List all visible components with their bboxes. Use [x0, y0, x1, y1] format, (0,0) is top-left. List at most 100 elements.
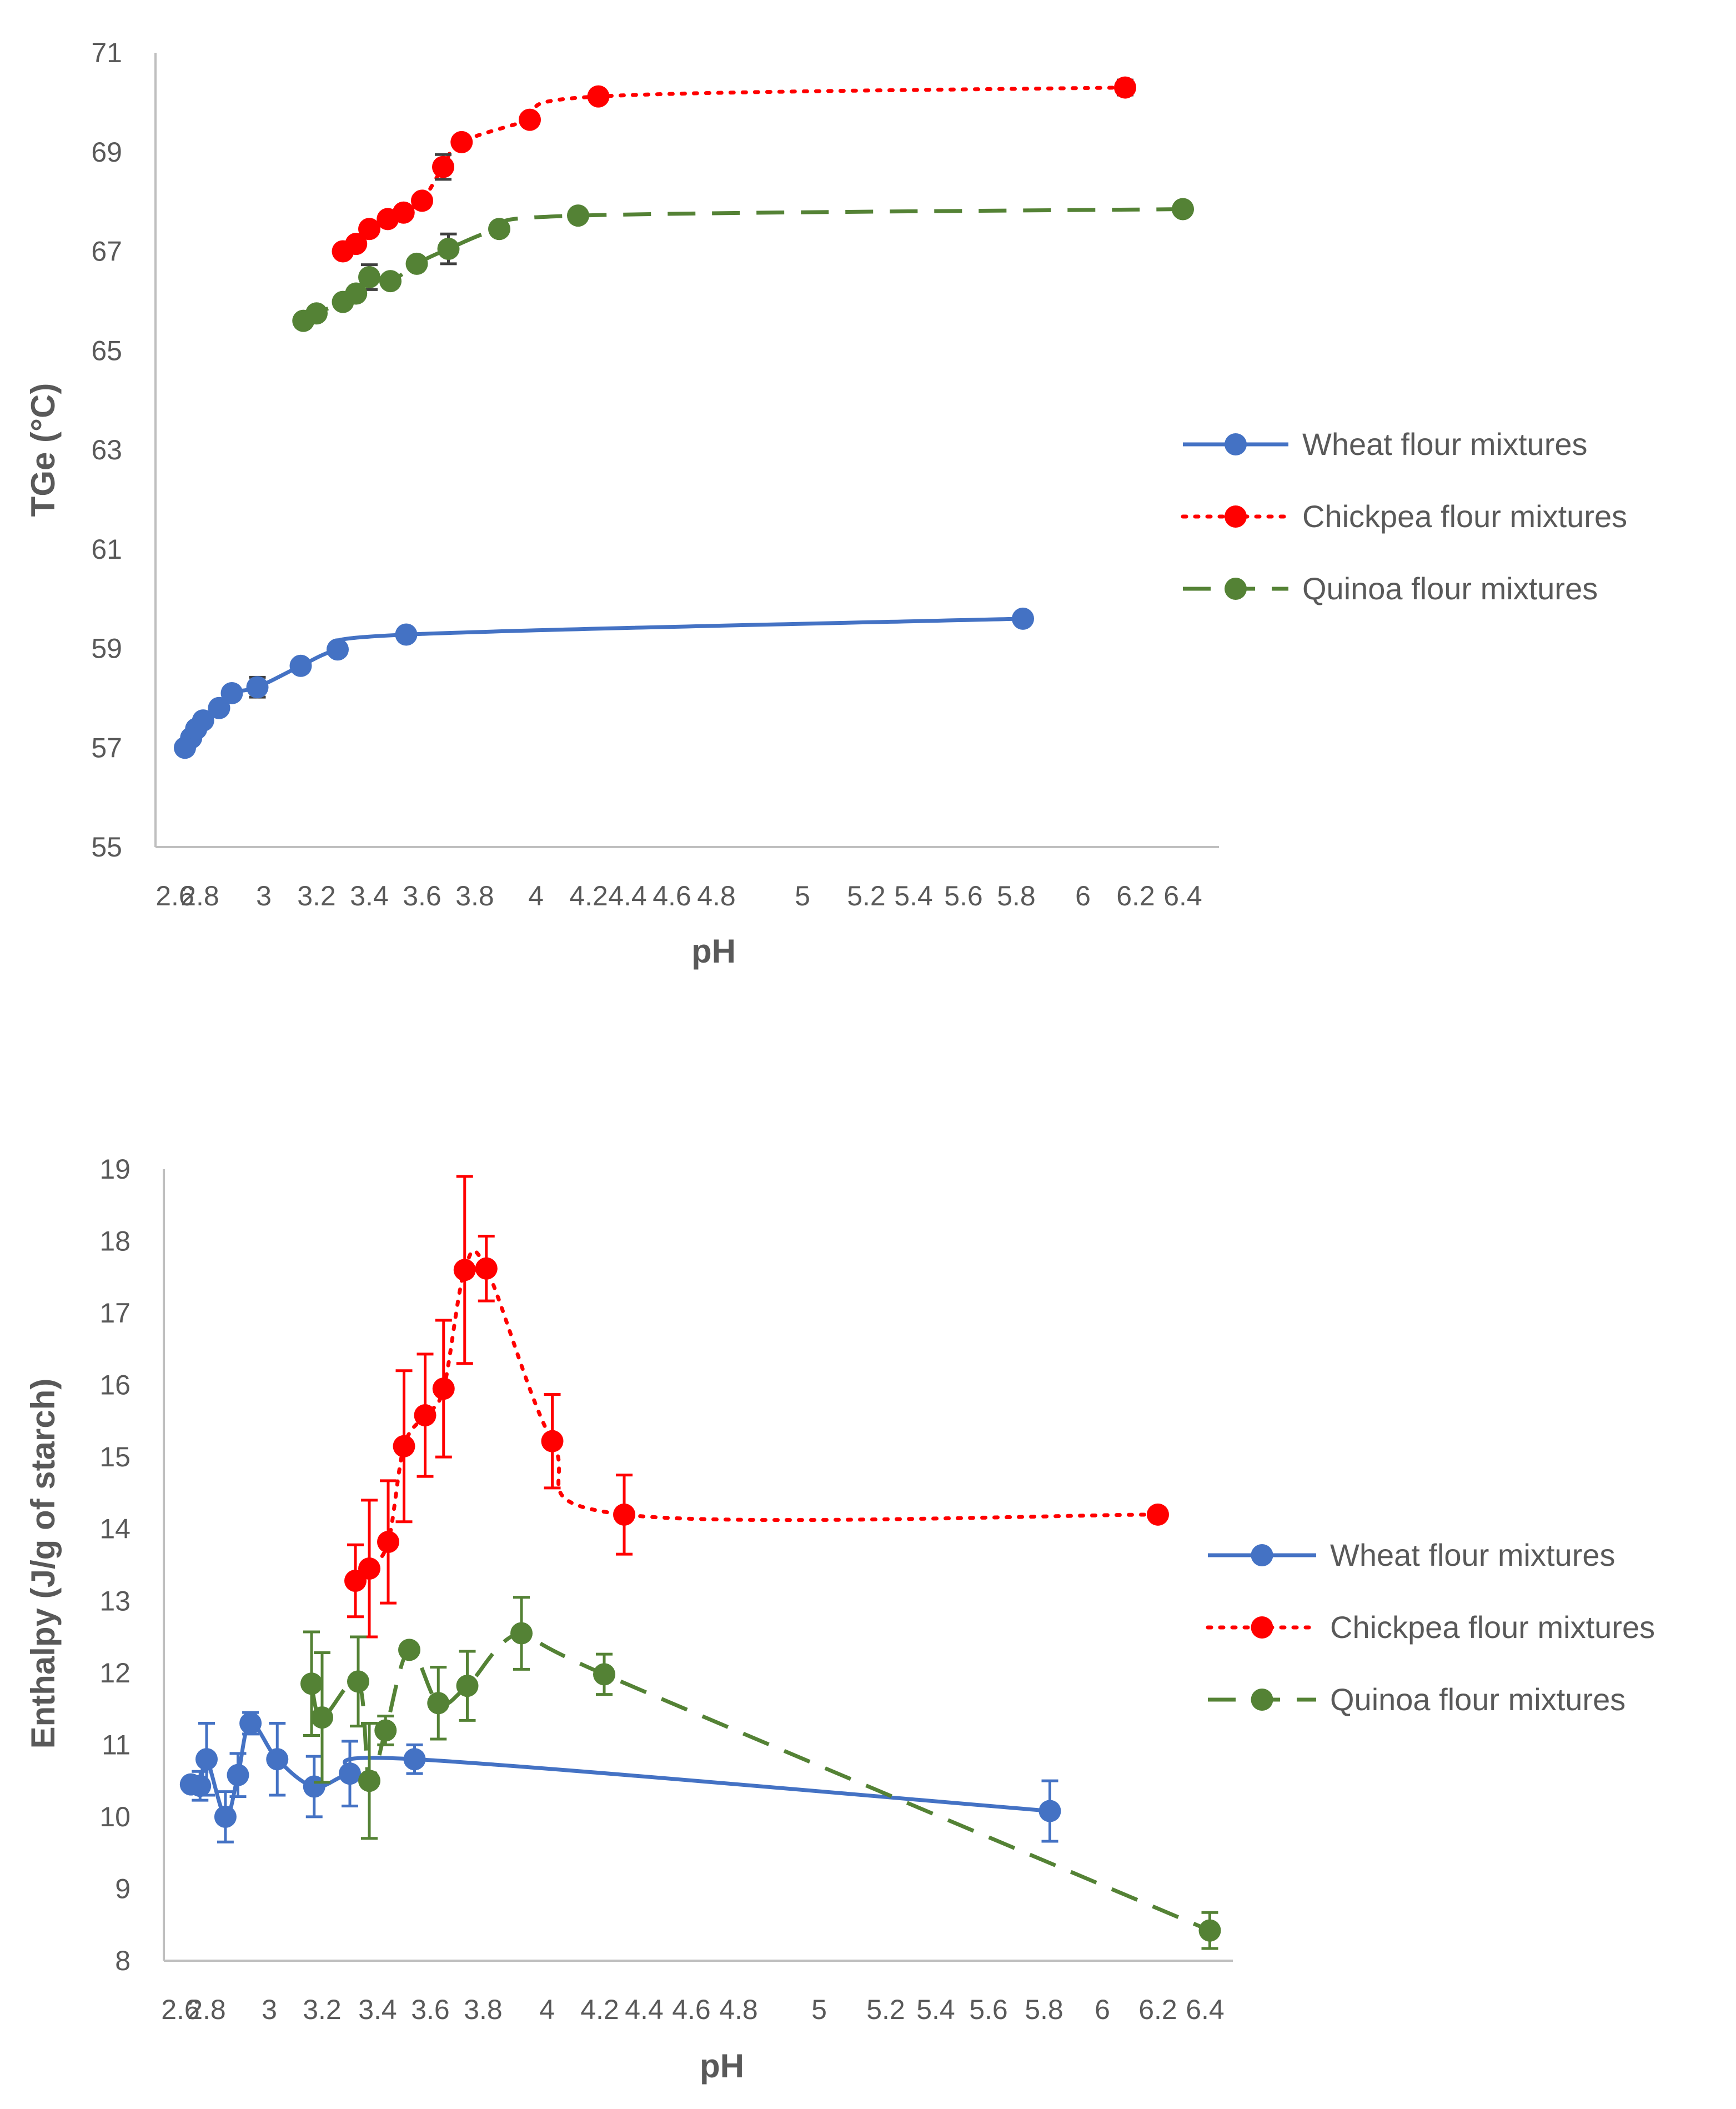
- x-tick-label: 5: [811, 1994, 827, 2025]
- wheat-flour-mixtures-point: [214, 1805, 237, 1828]
- wheat-flour-mixtures-point: [220, 682, 243, 704]
- chickpea-flour-mixtures-point: [541, 1430, 564, 1452]
- x-tick-label: 3.2: [297, 880, 336, 911]
- x-tick-label: 6: [1075, 880, 1091, 911]
- quinoa-flour-mixtures-line: [309, 1630, 1211, 1932]
- x-tick-label: 6.4: [1186, 1994, 1225, 2025]
- x-tick-label: 3.6: [403, 880, 441, 911]
- x-tick-label: 5.2: [866, 1994, 905, 2025]
- wheat-flour-mixtures-legend-label: Wheat flour mixtures: [1302, 427, 1588, 462]
- quinoa-flour-mixtures-legend-label: Quinoa flour mixtures: [1302, 571, 1598, 606]
- y-tick-label: 16: [99, 1370, 131, 1401]
- chickpea-flour-mixtures-point: [519, 108, 541, 131]
- x-tick-label: 5: [795, 880, 810, 911]
- wheat-flour-mixtures-point: [327, 638, 349, 661]
- chickpea-flour-mixtures-line: [341, 86, 1127, 253]
- chickpea-flour-mixtures-point: [587, 85, 610, 108]
- quinoa-flour-mixtures-point: [358, 265, 380, 288]
- legend: Wheat flour mixtures Chickpea flour mixtu…: [1206, 1537, 1655, 1717]
- quinoa-flour-mixtures-point: [1172, 198, 1194, 221]
- quinoa-flour-mixtures-legend-label: Quinoa flour mixtures: [1330, 1682, 1625, 1717]
- x-tick-label: 3.8: [455, 880, 494, 911]
- chickpea-flour-mixtures-point: [613, 1503, 635, 1526]
- x-tick-label: 6.2: [1138, 1994, 1177, 2025]
- chickpea-flour-mixtures-point: [358, 218, 380, 241]
- quinoa-flour-mixtures-point: [488, 218, 510, 241]
- legend: Wheat flour mixtures Chickpea flour mixtu…: [1181, 427, 1627, 606]
- quinoa-flour-mixtures-point: [1198, 1919, 1221, 1942]
- y-tick-label: 71: [91, 37, 122, 68]
- y-tick-label: 17: [99, 1298, 131, 1329]
- wheat-flour-mixtures-line: [183, 617, 1023, 749]
- wheat-flour-mixtures-point: [403, 1748, 426, 1771]
- wheat-flour-mixtures-point: [266, 1748, 289, 1771]
- quinoa-flour-mixtures-line: [302, 207, 1183, 323]
- x-tick-label: 4.8: [697, 880, 736, 911]
- quinoa-flour-mixtures-point: [300, 1672, 323, 1695]
- y-tick-label: 11: [102, 1729, 131, 1760]
- x-tick-label: 5.6: [944, 880, 983, 911]
- wheat-flour-mixtures-point: [189, 1775, 212, 1797]
- x-tick-label: 4.8: [719, 1994, 758, 2025]
- chickpea-flour-mixtures-point: [392, 201, 415, 224]
- y-axis-title: TGe (°C): [24, 383, 62, 517]
- x-tick-labels: 2.62.8 3 3.2 3.4 3.6 3.8 4 4.2 4.4 4.6 4.8 5 5.2 5.4 5…: [155, 880, 1202, 911]
- x-tick-label: 4.4: [625, 1994, 664, 2025]
- x-tick-label: 4.6: [672, 1994, 711, 2025]
- chickpea-flour-mixtures-point: [377, 1531, 399, 1554]
- x-tick-label: 6.4: [1163, 880, 1202, 911]
- wheat-flour-mixtures-point: [1012, 607, 1034, 630]
- x-tick-label: 2.8: [187, 1994, 226, 2025]
- wheat-flour-mixtures-point: [246, 676, 269, 699]
- series-layer: [179, 1175, 1221, 1950]
- chickpea-flour-mixtures-point: [432, 156, 454, 178]
- wheat-flour-mixtures-point: [289, 654, 312, 677]
- quinoa-flour-mixtures-point: [398, 1639, 420, 1661]
- y-tick-label: 69: [91, 137, 122, 168]
- quinoa-flour-mixtures-legend-marker: [1225, 578, 1247, 600]
- quinoa-flour-mixtures-point: [374, 1719, 397, 1742]
- wheat-flour-mixtures-legend-label: Wheat flour mixtures: [1330, 1537, 1615, 1572]
- y-tick-label: 57: [91, 732, 122, 763]
- y-tick-label: 19: [99, 1154, 131, 1185]
- x-tick-label: 4.2: [569, 880, 608, 911]
- chickpea-flour-mixtures-point: [453, 1259, 476, 1281]
- x-tick-label: 5.4: [894, 880, 933, 911]
- wheat-flour-mixtures-point: [227, 1764, 249, 1786]
- quinoa-flour-mixtures-point: [345, 282, 368, 305]
- wheat-flour-mixtures-point: [1038, 1800, 1061, 1822]
- x-tick-label: 5.4: [916, 1994, 955, 2025]
- y-axis-title: Enthalpy (J/g of starch): [24, 1379, 62, 1749]
- y-tick-label: 9: [115, 1873, 131, 1904]
- x-tick-label: 2.6: [161, 1994, 200, 2025]
- quinoa-flour-mixtures-legend-marker: [1251, 1689, 1273, 1711]
- x-tick-label: 2.6: [155, 880, 194, 911]
- chickpea-flour-mixtures-legend-label: Chickpea flour mixtures: [1330, 1610, 1655, 1645]
- quinoa-flour-mixtures-point: [347, 1670, 369, 1693]
- chickpea-flour-mixtures-point: [475, 1257, 498, 1280]
- chickpea-flour-mixtures-point: [414, 1404, 436, 1427]
- chickpea-flour-mixtures-line: [353, 1249, 1160, 1583]
- quinoa-flour-mixtures-point: [305, 302, 328, 325]
- chickpea-flour-mixtures-point: [1147, 1503, 1169, 1526]
- x-tick-label: 3.8: [464, 1994, 503, 2025]
- quinoa-flour-mixtures-point: [311, 1706, 333, 1729]
- quinoa-flour-mixtures-point: [593, 1663, 615, 1686]
- wheat-flour-mixtures-point: [192, 709, 214, 732]
- chickpea-flour-mixtures-legend-marker: [1225, 505, 1247, 528]
- quinoa-flour-mixtures-point: [405, 252, 428, 275]
- wheat-flour-mixtures-point: [339, 1762, 361, 1785]
- y-tick-labels: 8 9 10 11 12 13 14 15 16 17 18 19: [99, 1154, 131, 1976]
- x-tick-labels: 2.62.8 3 3.2 3.4 3.6 3.8 4 4.2 4.4 4.6 4.8 5 5.2 5.4 5…: [161, 1994, 1225, 2025]
- x-tick-label: 5.8: [997, 880, 1036, 911]
- chickpea-flour-mixtures-point: [432, 1377, 455, 1400]
- wheat-flour-mixtures-line: [190, 1721, 1050, 1819]
- chickpea-flour-mixtures-point: [450, 131, 473, 153]
- x-tick-label: 4: [528, 880, 544, 911]
- x-tick-label: 4.4: [608, 880, 647, 911]
- y-tick-label: 61: [91, 534, 122, 565]
- y-tick-label: 14: [99, 1514, 131, 1545]
- x-tick-label: 4.6: [653, 880, 691, 911]
